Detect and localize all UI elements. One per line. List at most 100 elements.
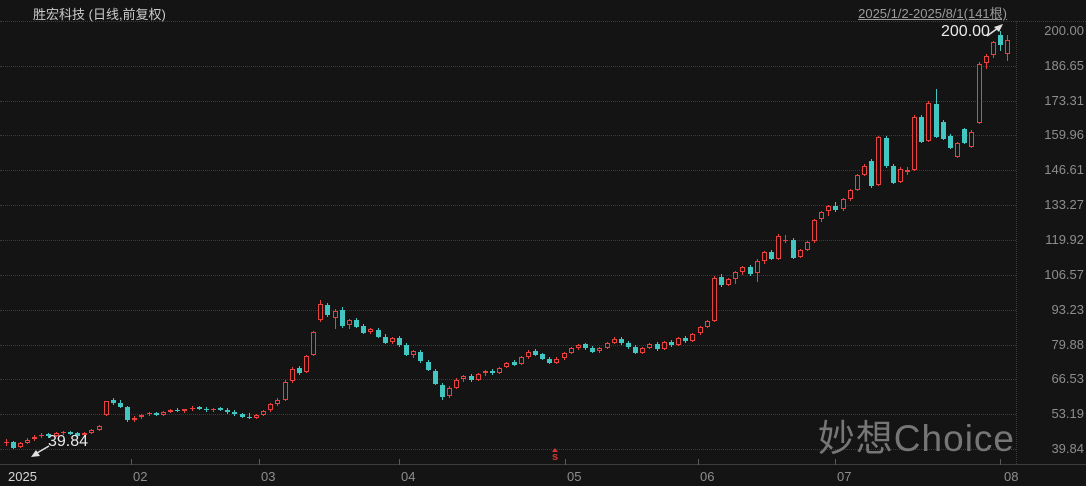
candle-body [755, 261, 760, 273]
x-axis-label: 03 [261, 469, 276, 484]
candle-body [576, 345, 581, 348]
candle-body [640, 348, 645, 353]
candle-body [433, 371, 438, 384]
chart-title: 胜宏科技 (日线,前复权) [33, 7, 166, 22]
candle-body [311, 332, 316, 355]
candle-body [333, 311, 338, 318]
date-range-link[interactable]: 2025/1/2-2025/8/1(141根) [858, 6, 1007, 21]
candle-body [139, 415, 144, 417]
candle-body [211, 409, 216, 410]
candle-body [11, 442, 16, 448]
candle-body [569, 348, 574, 353]
candle-body [848, 190, 853, 199]
y-axis-label: 106.57 [1044, 267, 1084, 282]
candle-body [948, 136, 953, 148]
gridline [0, 66, 1016, 67]
candle-body [590, 348, 595, 352]
candle-body [655, 344, 660, 349]
x-axis-tick [835, 459, 836, 465]
candle-body [54, 433, 59, 436]
y-axis-label: 159.96 [1044, 127, 1084, 142]
candle-body [39, 435, 44, 436]
candle-wick [335, 309, 336, 329]
event-marker-arrow-icon [552, 448, 559, 452]
x-axis-label: 05 [567, 469, 582, 484]
gridline [0, 379, 1016, 380]
candle-body [426, 362, 431, 370]
y-axis-label: 93.23 [1051, 302, 1084, 317]
candle-body [762, 252, 767, 261]
candle-wick [213, 408, 214, 412]
gridline [0, 135, 1016, 136]
candle-body [791, 240, 796, 258]
candle-body [519, 357, 524, 364]
candle-body [18, 443, 23, 447]
candle-wick [184, 409, 185, 413]
candle-body [104, 401, 109, 415]
candle-body [254, 415, 259, 418]
gridline [0, 170, 1016, 171]
candle-body [991, 42, 996, 55]
candle-wick [63, 431, 64, 435]
candle-body [712, 278, 717, 321]
candle-body [819, 212, 824, 219]
candle-body [676, 338, 681, 345]
gridline [0, 240, 1016, 241]
low-price-annotation: 39.84 [48, 433, 89, 450]
candle-body [748, 267, 753, 274]
candle-body [232, 412, 237, 414]
candle-body [225, 410, 230, 412]
candle-body [941, 122, 946, 139]
candle-body [132, 418, 137, 420]
candle-body [247, 417, 252, 418]
y-axis-label: 39.84 [1051, 441, 1084, 456]
candle-body [783, 240, 788, 241]
candle-body [182, 409, 187, 411]
candle-body [476, 374, 481, 380]
candle-body [89, 430, 94, 433]
candle-body [862, 166, 867, 175]
candle-body [626, 343, 631, 347]
event-marker-letter: s [552, 451, 559, 463]
candle-body [218, 408, 223, 410]
candle-wick [249, 413, 250, 419]
gridline [0, 449, 1016, 450]
candle-body [841, 199, 846, 209]
candle-body [719, 277, 724, 285]
candle-body [297, 368, 302, 373]
header-separator [0, 21, 1086, 22]
candle-body [504, 363, 509, 367]
dividend-event-marker[interactable]: s [552, 448, 558, 463]
candle-body [526, 352, 531, 357]
candle-body [46, 434, 51, 436]
x-axis-label: 02 [133, 469, 148, 484]
candle-body [698, 327, 703, 333]
candle-body [461, 376, 466, 379]
candle-body [869, 161, 874, 186]
candle-body [683, 338, 688, 341]
candle-body [383, 337, 388, 343]
x-axis-tick [259, 459, 260, 465]
candle-body [669, 342, 674, 345]
candle-body [605, 343, 610, 348]
plot-right-separator [1016, 21, 1017, 464]
candle-body [705, 321, 710, 327]
candle-body [483, 371, 488, 373]
candle-body [290, 369, 295, 381]
candle-body [554, 359, 559, 363]
candle-body [4, 442, 9, 443]
candle-body [304, 356, 309, 372]
x-axis-label: 07 [837, 469, 852, 484]
candle-body [533, 351, 538, 355]
candle-body [891, 166, 896, 183]
candle-body [984, 56, 989, 63]
candle-body [647, 344, 652, 348]
candle-body [547, 359, 552, 363]
candle-wick [485, 370, 486, 376]
y-axis-label: 200.00 [1044, 23, 1084, 38]
candle-body [934, 104, 939, 137]
candle-body [876, 137, 881, 185]
candle-body [826, 206, 831, 211]
y-axis-label: 66.53 [1051, 371, 1084, 386]
candle-body [454, 380, 459, 388]
